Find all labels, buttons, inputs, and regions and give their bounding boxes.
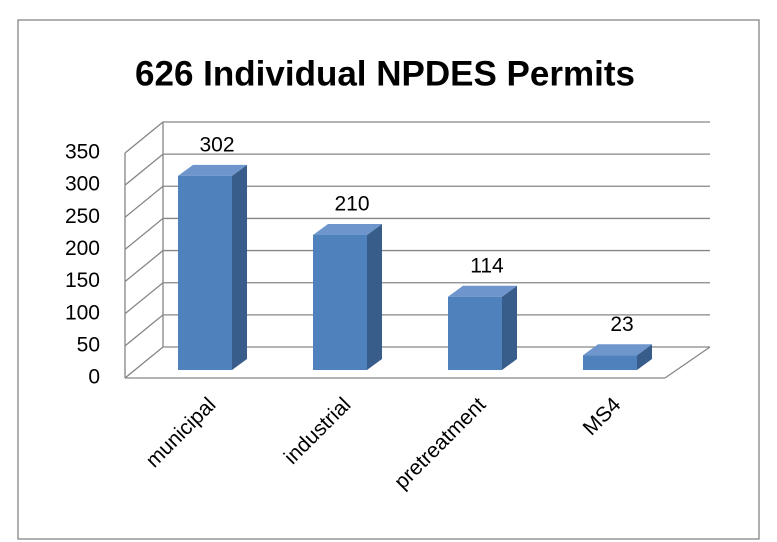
- grid-line: [124, 314, 710, 347]
- grid-line: [124, 185, 710, 218]
- bar: [313, 235, 367, 370]
- y-tick-label: 150: [65, 269, 100, 292]
- grid-line: [124, 346, 710, 379]
- y-tick-label: 350: [65, 141, 100, 164]
- bar-top: [313, 224, 382, 235]
- bar-top: [178, 164, 247, 176]
- y-tick-label: 0: [88, 366, 100, 389]
- y-tick-label: 100: [65, 301, 100, 324]
- value-label: 302: [199, 133, 234, 156]
- y-tick-label: 300: [65, 173, 100, 196]
- bar-top: [583, 344, 652, 356]
- grid-line: [124, 153, 710, 186]
- y-tick-label: 250: [65, 205, 100, 228]
- bar: [448, 296, 502, 370]
- grid-line: [124, 249, 710, 283]
- bar-side: [637, 344, 652, 370]
- chart-border: [17, 19, 760, 540]
- y-tick-label: 50: [77, 333, 100, 356]
- grid-line: [124, 121, 710, 154]
- value-label: 23: [610, 313, 633, 336]
- y-tick-label: 200: [65, 237, 100, 260]
- bar-side: [367, 224, 382, 370]
- value-label: 210: [334, 193, 369, 216]
- bar-side: [502, 285, 517, 370]
- floor-right: [664, 346, 711, 379]
- grid-line: [124, 282, 710, 315]
- bar: [583, 355, 637, 370]
- chart-title: 626 Individual NPDES Permits: [135, 54, 635, 93]
- bar-side: [232, 164, 247, 370]
- grid-line: [124, 217, 710, 250]
- bar-top: [448, 285, 517, 297]
- value-label: 114: [470, 254, 504, 277]
- bar: [178, 175, 232, 370]
